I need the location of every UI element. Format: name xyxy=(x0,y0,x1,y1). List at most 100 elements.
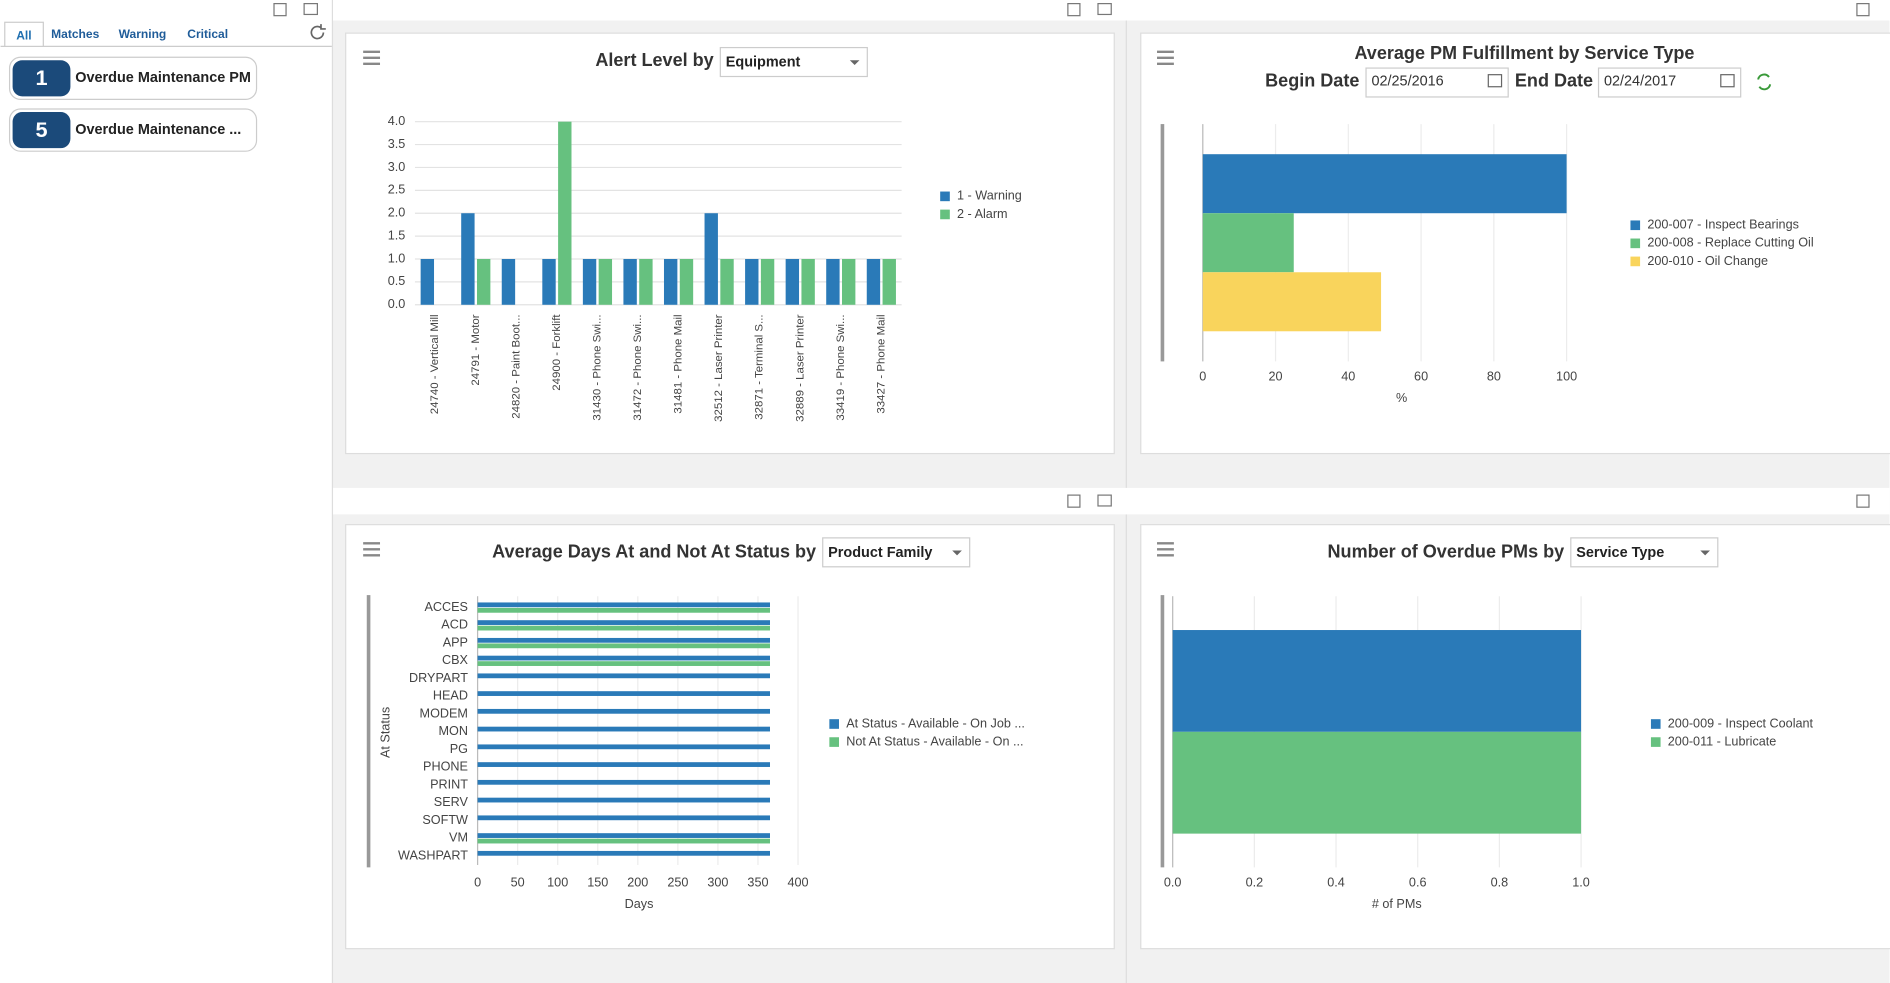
alert-label[interactable]: Overdue Maintenance PM xyxy=(75,70,251,86)
date-value[interactable]: 02/24/2017 xyxy=(1604,74,1676,90)
scroll-rail xyxy=(1160,595,1165,868)
x-tick-label: 1.0 xyxy=(1572,875,1590,889)
bar xyxy=(842,259,856,305)
chart-title: Number of Overdue PMs by xyxy=(1328,542,1565,562)
bar xyxy=(477,762,770,767)
legend-label: 200-011 - Lubricate xyxy=(1668,734,1777,748)
calendar-icon[interactable] xyxy=(1720,74,1735,88)
panel-menu[interactable] xyxy=(363,542,381,557)
x-tick-label: 24740 - Vertical Mill xyxy=(429,314,441,414)
expand-icon[interactable] xyxy=(273,3,287,17)
y-tick-label: ACCES xyxy=(424,600,467,614)
bar xyxy=(785,259,800,305)
x-tick-label: 32889 - Laser Printer xyxy=(794,314,806,422)
expand-icon[interactable] xyxy=(1067,494,1081,508)
legend-swatch xyxy=(1650,737,1661,747)
panel-menu[interactable] xyxy=(1157,50,1174,66)
tab[interactable]: Matches xyxy=(51,27,99,41)
refresh-icon[interactable] xyxy=(310,24,326,40)
y-tick-label: 1.0 xyxy=(388,251,406,265)
x-tick-label: 100 xyxy=(547,875,568,889)
x-tick-label: 31430 - Phone Swi... xyxy=(591,314,603,420)
chart-title: Alert Level by xyxy=(595,50,713,70)
x-tick-label: 150 xyxy=(587,875,608,889)
dropdown-arrow xyxy=(849,60,860,66)
date-input[interactable] xyxy=(1365,67,1509,98)
legend-swatch xyxy=(1650,719,1661,729)
y-axis-label: At Status xyxy=(378,707,392,758)
legend-label: 200-008 - Replace Cutting Oil xyxy=(1647,236,1813,250)
y-tick-label: CBX xyxy=(442,653,469,667)
dropdown[interactable] xyxy=(822,537,971,568)
dropdown[interactable] xyxy=(1570,537,1719,568)
x-tick-label: 24900 - Forklift xyxy=(551,314,563,391)
y-tick-label: 1.5 xyxy=(388,228,406,242)
dropdown-value[interactable]: Equipment xyxy=(726,54,801,70)
bar xyxy=(1172,630,1582,732)
legend-swatch xyxy=(1630,256,1641,267)
panel-menu[interactable] xyxy=(1157,542,1174,557)
x-axis-label: # of PMs xyxy=(1372,897,1422,911)
tab[interactable]: Warning xyxy=(119,27,167,41)
x-tick-label: 33427 - Phone Mail xyxy=(875,314,887,413)
alert-count: 5 xyxy=(35,117,47,142)
bar xyxy=(420,259,435,305)
dropdown[interactable] xyxy=(719,46,868,78)
bar xyxy=(882,259,896,305)
legend-label: 200-007 - Inspect Bearings xyxy=(1647,218,1799,232)
bar xyxy=(679,259,694,305)
menu-icon[interactable] xyxy=(1097,494,1112,507)
menu-icon[interactable] xyxy=(1097,3,1112,16)
tab[interactable]: Critical xyxy=(187,27,228,41)
x-tick-label: 50 xyxy=(511,875,525,889)
bar xyxy=(623,259,637,305)
y-tick-label: 3.5 xyxy=(388,137,406,151)
tab[interactable]: All xyxy=(16,28,31,42)
date-input[interactable] xyxy=(1597,67,1742,98)
y-tick-label: 4.0 xyxy=(388,114,406,128)
x-tick-label: 0.2 xyxy=(1246,875,1264,889)
legend-swatch xyxy=(829,719,839,729)
refresh-icon[interactable] xyxy=(1757,73,1772,91)
x-tick-label: 33419 - Phone Swi... xyxy=(835,314,847,420)
x-tick-label: 60 xyxy=(1414,369,1428,383)
y-tick-label: PRINT xyxy=(430,777,468,791)
panel-menu[interactable] xyxy=(363,50,381,66)
alert-pill[interactable] xyxy=(8,108,258,152)
bar xyxy=(582,259,597,305)
bar xyxy=(477,602,770,608)
dropdown-arrow xyxy=(952,550,962,556)
dropdown-value[interactable]: Product Family xyxy=(828,545,932,561)
expand-icon[interactable] xyxy=(1067,3,1081,17)
dropdown-value[interactable]: Service Type xyxy=(1576,545,1664,561)
scroll-rail xyxy=(366,595,371,868)
y-tick-label: PG xyxy=(450,742,468,756)
hamburger-icons xyxy=(363,50,1174,557)
calendar-icon[interactable] xyxy=(1487,74,1503,88)
tab-selected[interactable] xyxy=(4,21,44,47)
y-tick-label: 2.5 xyxy=(388,183,406,197)
legend-label: Not At Status - Available - On ... xyxy=(846,734,1023,748)
x-axis-label: Days xyxy=(625,897,654,911)
bar xyxy=(477,661,770,666)
bar xyxy=(477,673,770,679)
bar xyxy=(477,607,770,613)
x-tick-label: 400 xyxy=(787,875,808,889)
bar xyxy=(801,259,815,305)
alert-pill[interactable] xyxy=(8,56,258,100)
x-tick-label: 200 xyxy=(627,875,648,889)
expand-icon[interactable] xyxy=(1856,3,1870,17)
menu-icon[interactable] xyxy=(303,3,318,16)
alert-badge xyxy=(12,60,71,97)
expand-icon[interactable] xyxy=(1856,494,1870,508)
panel xyxy=(345,524,1115,950)
x-tick-label: 20 xyxy=(1269,369,1283,383)
bar xyxy=(704,213,718,305)
y-tick-label: HEAD xyxy=(433,689,468,703)
bar xyxy=(477,779,770,785)
alert-label[interactable]: Overdue Maintenance ... xyxy=(75,122,241,138)
bar xyxy=(639,259,653,305)
bar xyxy=(1202,154,1567,214)
date-value[interactable]: 02/25/2016 xyxy=(1371,74,1443,90)
